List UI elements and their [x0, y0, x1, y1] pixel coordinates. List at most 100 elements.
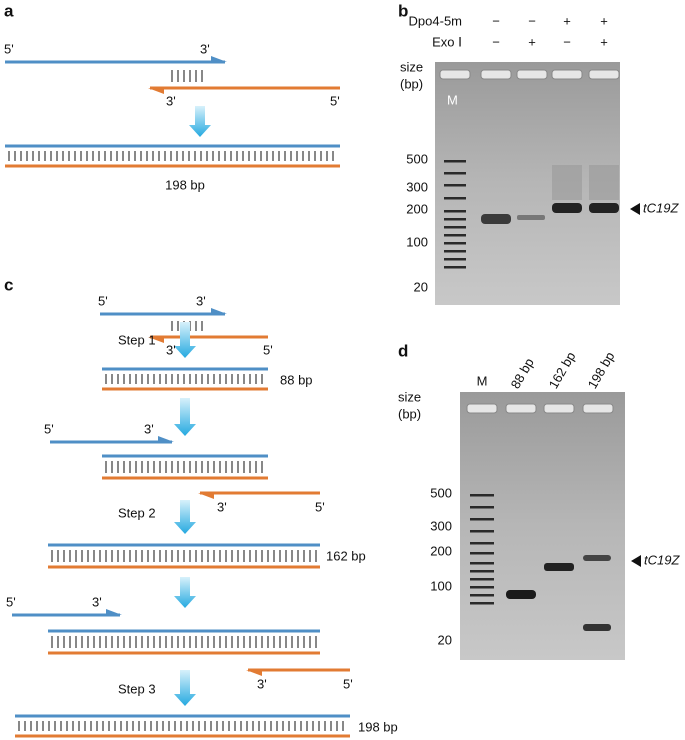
step-label: Step 2: [118, 505, 156, 520]
size-label: (bp): [398, 406, 421, 421]
gel-well: [543, 403, 575, 414]
gel-well: [551, 69, 583, 80]
gel-well: [466, 403, 498, 414]
panel-label: a: [4, 1, 14, 20]
condition-mark: +: [528, 34, 536, 49]
gel-well: [588, 69, 620, 80]
ladder-band: [470, 578, 494, 581]
condition-mark: +: [600, 34, 608, 49]
arrowhead: [148, 337, 164, 343]
ladder-band: [444, 226, 466, 229]
band: [544, 563, 574, 571]
process-arrow: [174, 322, 196, 358]
band: [552, 203, 582, 213]
ladder-size: 200: [430, 543, 452, 558]
process-arrow: [174, 670, 196, 706]
condition-mark: −: [492, 13, 500, 28]
gel-well: [516, 69, 548, 80]
ladder-band: [470, 562, 494, 565]
process-arrow: [174, 500, 196, 534]
product-label: 162 bp: [326, 548, 366, 563]
band: [589, 203, 619, 213]
panel-label: b: [398, 1, 408, 20]
size-label: size: [398, 389, 421, 404]
ladder-size: 300: [430, 518, 452, 533]
end-label: 5': [343, 676, 353, 691]
end-label: 3': [144, 421, 154, 436]
smear: [552, 165, 582, 200]
marker-label: M: [447, 92, 458, 107]
ladder-band: [470, 602, 494, 605]
ladder-band: [444, 258, 466, 261]
panel-label: c: [4, 275, 13, 294]
condition-mark: +: [563, 13, 571, 28]
end-label: 5': [4, 41, 14, 56]
end-label: 3': [257, 676, 267, 691]
band-pointer: [631, 555, 641, 567]
ladder-size: 100: [430, 578, 452, 593]
condition-name: Dpo4-5m: [409, 13, 462, 28]
size-label: (bp): [400, 76, 423, 91]
ladder-size: 200: [406, 201, 428, 216]
arrowhead: [148, 88, 164, 94]
product-label: 198 bp: [165, 177, 205, 192]
ladder-band: [444, 197, 466, 200]
ladder-band: [444, 184, 466, 187]
gel-well: [505, 403, 537, 414]
arrowhead: [211, 56, 227, 62]
panel-label: d: [398, 341, 408, 360]
end-label: 3': [166, 93, 176, 108]
ladder-band: [470, 518, 494, 521]
process-arrow: [174, 398, 196, 436]
lane-label: 198 bp: [585, 349, 618, 391]
gel-well: [439, 69, 471, 80]
band: [583, 624, 611, 631]
condition-mark: −: [528, 13, 536, 28]
band: [506, 590, 536, 599]
ladder-band: [470, 542, 494, 545]
arrowhead: [106, 609, 122, 615]
size-label: size: [400, 59, 423, 74]
ladder-band: [470, 594, 494, 597]
end-label: 3': [200, 41, 210, 56]
ladder-band: [470, 586, 494, 589]
ladder-band: [444, 266, 466, 269]
ladder-size: 20: [438, 632, 452, 647]
ladder-band: [444, 242, 466, 245]
product-label: 88 bp: [280, 372, 313, 387]
ladder-band: [470, 506, 494, 509]
gel-well: [582, 403, 614, 414]
end-label: 3': [92, 594, 102, 609]
lane-label: 88 bp: [508, 356, 537, 392]
ladder-band: [444, 234, 466, 237]
end-label: 5': [315, 499, 325, 514]
ladder-band: [444, 250, 466, 253]
product-label: 198 bp: [358, 719, 398, 734]
end-label: 3': [217, 499, 227, 514]
band: [481, 214, 511, 224]
arrowhead: [246, 670, 262, 676]
band: [517, 215, 545, 220]
gel: [460, 392, 625, 660]
lane-label: 162 bp: [546, 349, 579, 391]
ladder-band: [444, 172, 466, 175]
ladder-band: [470, 552, 494, 555]
ladder-size: 100: [406, 234, 428, 249]
ladder-band: [444, 218, 466, 221]
band-label: tC19Z: [644, 552, 680, 567]
arrowhead: [211, 308, 227, 314]
end-label: 3': [166, 342, 176, 357]
lane-label: M: [477, 373, 488, 388]
ladder-band: [444, 160, 466, 163]
process-arrow: [189, 106, 211, 137]
ladder-band: [470, 494, 494, 497]
end-label: 5': [6, 594, 16, 609]
gel-well: [480, 69, 512, 80]
ladder-size: 500: [430, 485, 452, 500]
ladder-size: 20: [414, 279, 428, 294]
band-label: tC19Z: [643, 200, 679, 215]
end-label: 3': [196, 293, 206, 308]
ladder-size: 500: [406, 151, 428, 166]
